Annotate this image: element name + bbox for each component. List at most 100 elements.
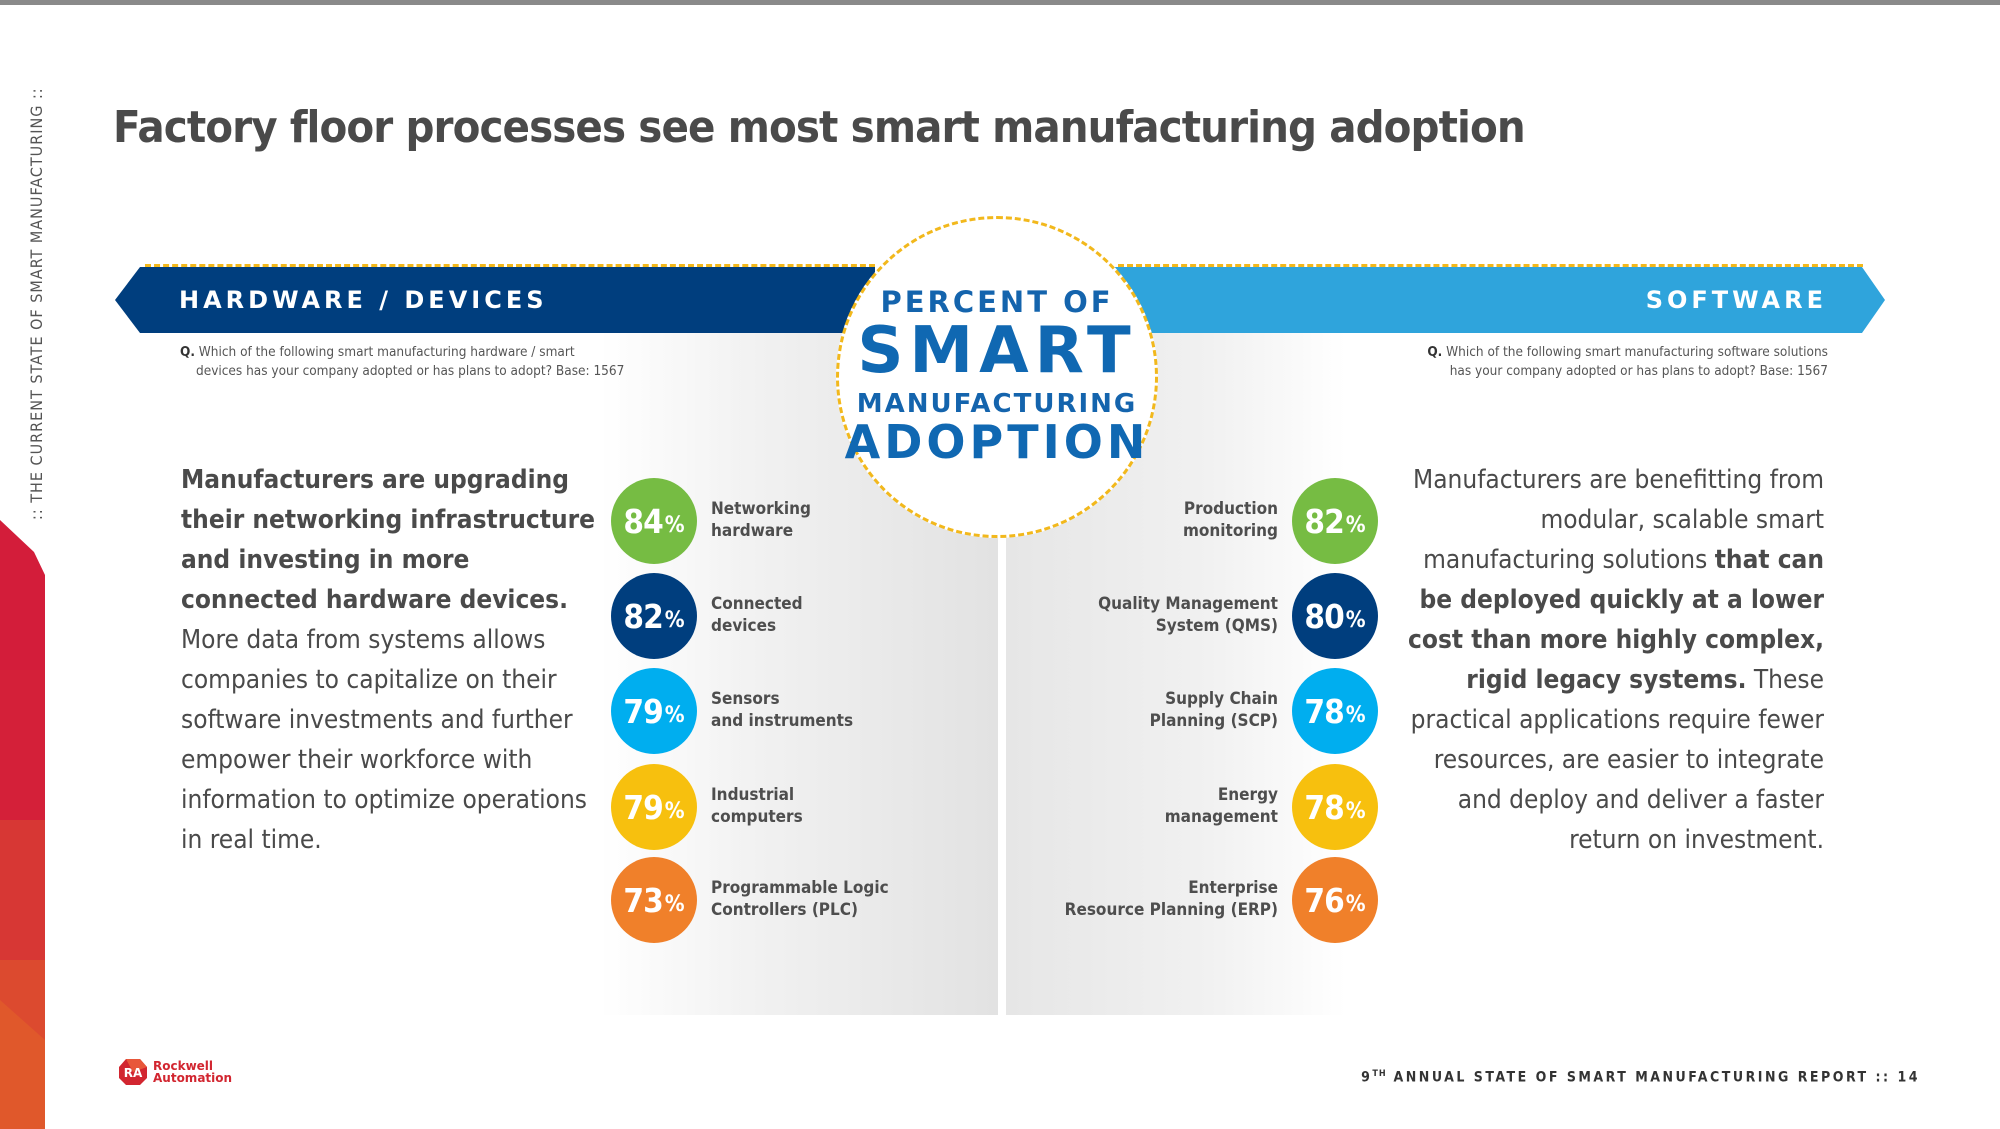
software-banner-title: SOFTWARE xyxy=(1645,286,1827,314)
stat-label: Supply Chain Planning (SCP) xyxy=(1150,688,1278,732)
hardware-banner-shape xyxy=(115,267,875,333)
stat-label: Networking hardware xyxy=(711,498,811,542)
page-title-bold: smart manufacturing adoption xyxy=(850,102,1526,153)
percent-bubble: 80% xyxy=(1292,573,1378,659)
report-footer-ordinal: TH xyxy=(1372,1069,1387,1079)
percent-value: 82 xyxy=(623,596,663,636)
percent-value: 82 xyxy=(1304,501,1344,541)
software-question-line1: Which of the following smart manufacturi… xyxy=(1446,344,1828,360)
software-question-line2: has your company adopted or has plans to… xyxy=(1449,363,1828,379)
hardware-question-line1: Which of the following smart manufacturi… xyxy=(198,344,575,360)
percent-sign: % xyxy=(1345,798,1366,824)
hardware-question-prefix: Q. xyxy=(180,344,195,360)
software-paragraph-regular-2: These practical applications require few… xyxy=(1410,665,1824,855)
report-footer-number: 9 xyxy=(1361,1069,1373,1086)
stat-label: Production monitoring xyxy=(1183,498,1278,542)
center-title-badge: PERCENT OF SMART MANUFACTURING ADOPTION xyxy=(836,216,1158,538)
rockwell-automation-logo: RA Rockwell Automation xyxy=(118,1058,232,1086)
software-stat-item: 78% Energy management xyxy=(1018,764,1378,850)
software-question-prefix: Q. xyxy=(1427,344,1443,360)
percent-value: 78 xyxy=(1304,691,1344,731)
percent-bubble: 79% xyxy=(611,764,697,850)
stat-label: Enterprise Resource Planning (ERP) xyxy=(1065,877,1278,921)
percent-value: 76 xyxy=(1304,880,1344,920)
ra-logo-icon: RA xyxy=(119,1059,147,1085)
stat-label-line2: hardware xyxy=(711,521,794,541)
top-rule xyxy=(0,0,2000,5)
stat-label: Quality Management System (QMS) xyxy=(1098,593,1278,637)
side-section-label: :: THE CURRENT STATE OF SMART MANUFACTUR… xyxy=(27,87,46,520)
software-stat-item: 82% Production monitoring xyxy=(1018,478,1378,564)
percent-value: 78 xyxy=(1304,787,1344,827)
percent-sign: % xyxy=(1345,891,1366,917)
hardware-dashed-rule xyxy=(145,264,875,267)
stat-label: Energy management xyxy=(1165,784,1278,828)
software-dashed-rule xyxy=(1118,264,1863,267)
stat-label-line1: Energy xyxy=(1217,785,1278,805)
hardware-stat-item: 73% Programmable Logic Controllers (PLC) xyxy=(611,857,971,943)
center-title-line3: MANUFACTURING xyxy=(856,389,1138,419)
percent-value: 84 xyxy=(623,501,663,541)
stat-label: Programmable Logic Controllers (PLC) xyxy=(711,877,889,921)
stat-label-line2: Controllers (PLC) xyxy=(711,900,858,920)
page-title-regular: Factory floor processes see most xyxy=(113,102,851,153)
software-paragraph-bold: that can be deployed quickly at a lower … xyxy=(1408,545,1824,695)
percent-bubble: 82% xyxy=(611,573,697,659)
center-title-line1: PERCENT OF xyxy=(880,285,1114,319)
hardware-paragraph-regular: More data from systems allows companies … xyxy=(181,625,587,855)
stat-label-line2: and instruments xyxy=(711,711,854,731)
report-footer-text: ANNUAL STATE OF SMART MANUFACTURING REPO… xyxy=(1386,1069,1920,1086)
stat-label-line2: computers xyxy=(711,807,803,827)
stat-label-line1: Quality Management xyxy=(1098,594,1278,614)
percent-bubble: 78% xyxy=(1292,668,1378,754)
stat-label-line1: Enterprise xyxy=(1188,878,1278,898)
percent-bubble: 78% xyxy=(1292,764,1378,850)
software-paragraph-regular-1: Manufacturers are benefitting from modul… xyxy=(1413,465,1824,575)
hardware-stat-item: 79% Sensors and instruments xyxy=(611,668,971,754)
hardware-stat-item: 84% Networking hardware xyxy=(611,478,971,564)
percent-sign: % xyxy=(1345,512,1366,538)
ra-logo-mark-text: RA xyxy=(124,1066,143,1080)
percent-bubble: 73% xyxy=(611,857,697,943)
stat-label-line2: devices xyxy=(711,616,777,636)
hardware-question-line2: devices has your company adopted or has … xyxy=(196,363,625,379)
software-stat-item: 78% Supply Chain Planning (SCP) xyxy=(1018,668,1378,754)
software-stat-item: 76% Enterprise Resource Planning (ERP) xyxy=(1018,857,1378,943)
stat-label-line2: monitoring xyxy=(1182,521,1278,541)
hardware-paragraph: Manufacturers are upgrading their networ… xyxy=(181,460,601,860)
percent-sign: % xyxy=(664,798,685,824)
hardware-banner-title: HARDWARE / DEVICES xyxy=(179,286,548,314)
stat-label-line1: Industrial xyxy=(711,785,795,805)
logo-line1: Rockwell xyxy=(153,1059,214,1073)
side-ribbon-decoration xyxy=(0,520,45,1129)
percent-bubble: 76% xyxy=(1292,857,1378,943)
center-title-line2: SMART xyxy=(857,314,1137,388)
software-stat-item: 80% Quality Management System (QMS) xyxy=(1018,573,1378,659)
percent-bubble: 79% xyxy=(611,668,697,754)
stat-label-line1: Connected xyxy=(711,594,803,614)
stat-label-line1: Programmable Logic xyxy=(711,878,889,898)
hardware-question: Q. Which of the following smart manufact… xyxy=(180,343,700,381)
stat-label-line1: Supply Chain xyxy=(1165,689,1278,709)
percent-value: 79 xyxy=(623,691,663,731)
percent-sign: % xyxy=(664,607,685,633)
hardware-stat-item: 82% Connected devices xyxy=(611,573,971,659)
software-question: Q. Which of the following smart manufact… xyxy=(1398,343,1828,381)
stat-label-line1: Sensors xyxy=(711,689,780,709)
hardware-paragraph-bold: Manufacturers are upgrading their networ… xyxy=(181,465,596,615)
stat-label-line2: management xyxy=(1164,807,1278,827)
center-title-line4: ADOPTION xyxy=(844,415,1150,469)
percent-sign: % xyxy=(1345,702,1366,728)
software-banner: SOFTWARE xyxy=(1115,267,1885,333)
percent-bubble: 82% xyxy=(1292,478,1378,564)
page-title: Factory floor processes see most smart m… xyxy=(113,102,1526,153)
percent-sign: % xyxy=(1345,607,1366,633)
stat-label: Sensors and instruments xyxy=(711,688,853,732)
stat-label: Industrial computers xyxy=(711,784,803,828)
percent-sign: % xyxy=(664,512,685,538)
software-paragraph: Manufacturers are benefitting from modul… xyxy=(1404,460,1824,860)
hardware-banner: HARDWARE / DEVICES xyxy=(115,267,875,333)
percent-bubble: 84% xyxy=(611,478,697,564)
stat-label-line1: Production xyxy=(1183,499,1278,519)
stat-label: Connected devices xyxy=(711,593,803,637)
